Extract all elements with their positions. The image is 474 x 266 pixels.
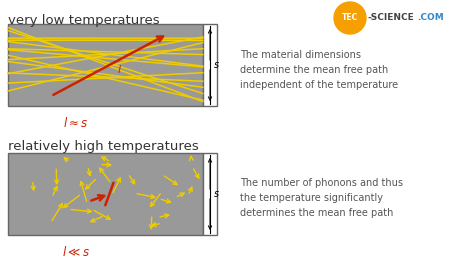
Bar bbox=[8, 153, 203, 235]
Text: s: s bbox=[214, 60, 219, 70]
Text: The number of phonons and thus
the temperature significantly
determines the mean: The number of phonons and thus the tempe… bbox=[240, 178, 403, 218]
Text: The material dimensions
determine the mean free path
independent of the temperat: The material dimensions determine the me… bbox=[240, 50, 398, 90]
Text: .COM: .COM bbox=[417, 13, 444, 22]
Text: $l\ll s$: $l\ll s$ bbox=[62, 245, 90, 259]
Text: TEC: TEC bbox=[342, 14, 358, 23]
Text: relatively high temperatures: relatively high temperatures bbox=[8, 140, 199, 153]
Circle shape bbox=[334, 2, 366, 34]
Text: s: s bbox=[214, 189, 219, 199]
Bar bbox=[203, 24, 217, 106]
Text: -SCIENCE: -SCIENCE bbox=[368, 13, 415, 22]
Text: $l\approx s$: $l\approx s$ bbox=[64, 116, 89, 130]
Bar bbox=[8, 24, 203, 106]
Text: $l$: $l$ bbox=[118, 63, 122, 75]
Bar bbox=[203, 153, 217, 235]
Text: very low temperatures: very low temperatures bbox=[8, 14, 160, 27]
